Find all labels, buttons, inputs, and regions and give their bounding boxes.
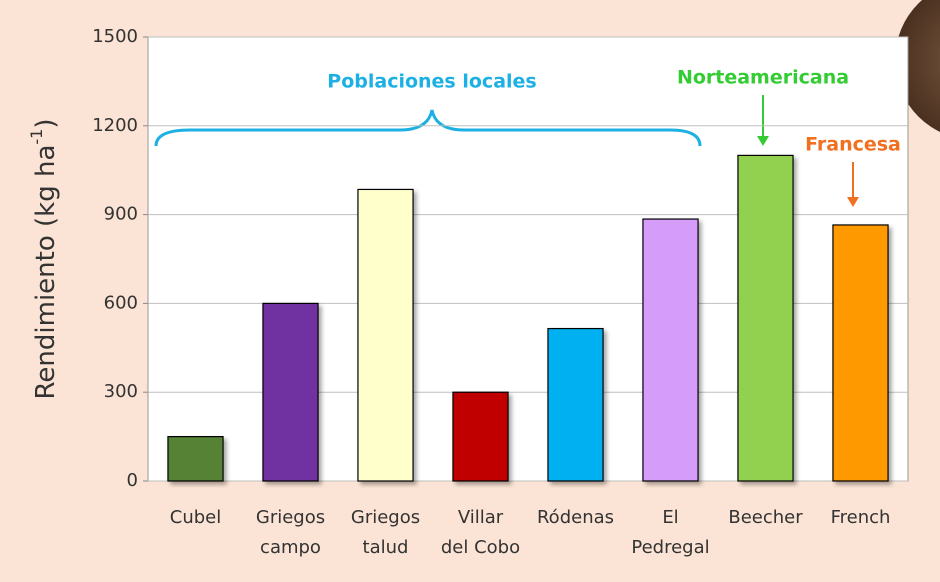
y-tick-label: 1500 (92, 26, 138, 47)
x-tick-label: Beecher (728, 507, 803, 528)
annotation: Poblaciones locales (327, 71, 536, 93)
x-tick-label: Pedregal (631, 537, 709, 558)
bar (548, 329, 603, 481)
bar (643, 219, 698, 481)
y-label-superscript: -1 (27, 129, 46, 145)
bar (358, 189, 413, 481)
x-tick-label: campo (260, 537, 321, 558)
y-axis-label: Rendimiento (kg ha-1) (27, 119, 61, 400)
annotation: Francesa (805, 134, 901, 156)
x-tick-label: del Cobo (441, 537, 520, 558)
y-tick-label: 1200 (92, 115, 138, 136)
plot-area (148, 37, 908, 481)
bar (263, 303, 318, 481)
x-tick-label: Griegos (351, 507, 420, 528)
x-tick-label: El (662, 507, 678, 528)
x-tick-label: Villar (458, 507, 504, 528)
bar (833, 225, 888, 481)
y-tick-label: 900 (104, 204, 138, 225)
x-tick-label: French (831, 507, 891, 528)
y-label-text: Rendimiento (kg ha (31, 145, 61, 400)
chart: Rendimiento (kg ha-1) 0 300 600 900 1200 1500… (0, 0, 940, 582)
y-tick-label: 0 (127, 470, 138, 491)
bar (453, 392, 508, 481)
y-tick-label: 300 (104, 381, 138, 402)
x-tick-label: Griegos (256, 507, 325, 528)
y-label-suffix: ) (31, 119, 61, 129)
annotation: Norteamericana (677, 67, 849, 89)
x-tick-label: Ródenas (537, 507, 614, 528)
bar (168, 437, 223, 481)
y-tick-label: 600 (104, 292, 138, 313)
x-tick-label: talud (363, 537, 409, 558)
x-tick-label: Cubel (170, 507, 221, 528)
bar (738, 155, 793, 481)
